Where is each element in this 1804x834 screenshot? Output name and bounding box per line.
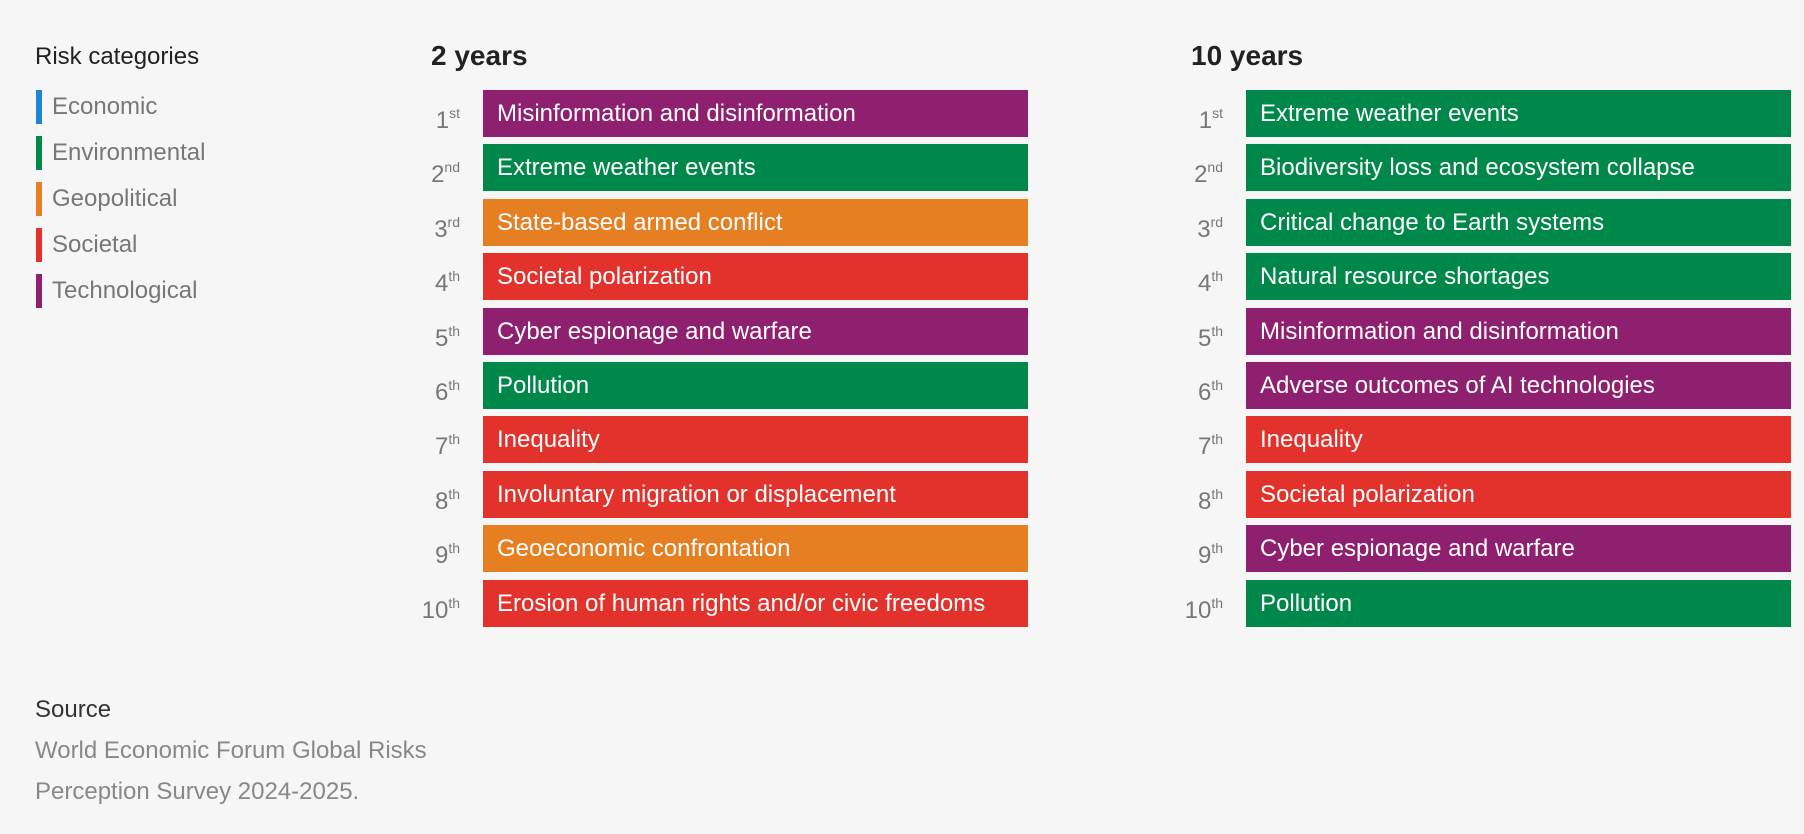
source-text: World Economic Forum Global Risks — [35, 737, 427, 764]
legend-swatch — [36, 90, 42, 124]
rank-number: 3 — [434, 215, 448, 243]
rank-number: 5 — [434, 324, 449, 352]
risk-bar: Adverse outcomes of AI technologies — [1246, 362, 1791, 409]
rank-number: 10 — [1184, 596, 1212, 624]
rank: 5th — [380, 308, 460, 362]
rank-suffix: rd — [1210, 213, 1223, 230]
risk-bar: Critical change to Earth systems — [1246, 198, 1791, 246]
risk-bar: State-based armed conflict — [483, 198, 1028, 246]
rank: 8th — [380, 471, 460, 525]
rank-number: 9 — [434, 542, 449, 570]
panel-title: 2 years — [431, 40, 528, 71]
rank: 8th — [1143, 471, 1223, 525]
rank-suffix: th — [448, 594, 460, 611]
rank-number: 5 — [1197, 324, 1212, 352]
rank: 2nd — [380, 144, 460, 198]
rank-number: 7 — [1197, 433, 1212, 461]
risk-bar: Natural resource shortages — [1246, 253, 1791, 301]
rank-suffix: th — [448, 485, 460, 502]
legend-label: Societal — [52, 231, 138, 258]
rank: 7th — [1143, 416, 1223, 470]
rank-suffix: th — [448, 431, 460, 448]
legend-swatch — [36, 182, 42, 216]
source-title: Source — [35, 696, 112, 723]
rank-suffix: nd — [444, 159, 460, 176]
legend-label: Environmental — [52, 139, 206, 166]
rank-number: 9 — [1197, 542, 1212, 570]
rank-number: 8 — [434, 487, 449, 515]
rank: 6th — [1143, 362, 1223, 416]
rank-number: 3 — [1197, 215, 1211, 243]
legend-swatch — [36, 274, 42, 308]
rank-number: 2 — [431, 161, 445, 189]
rank: 4th — [1143, 253, 1223, 307]
risk-bar: Misinformation and disinformation — [483, 90, 1028, 137]
rank: 10th — [380, 580, 460, 634]
rank: 1st — [380, 90, 460, 144]
risk-bar: Pollution — [1246, 579, 1791, 627]
rank-suffix: st — [1212, 105, 1223, 121]
rank-number: 6 — [1197, 379, 1212, 406]
rank-number: 2 — [1194, 161, 1208, 189]
risk-bar: Pollution — [483, 362, 1028, 409]
rank-number: 1 — [1198, 107, 1213, 134]
risk-bar: Societal polarization — [483, 253, 1028, 301]
rank: 3rd — [380, 199, 460, 253]
risk-bar: Extreme weather events — [1246, 90, 1791, 137]
rank: 9th — [380, 525, 460, 579]
legend-title: Risk categories — [35, 43, 200, 70]
rank-suffix: th — [1211, 540, 1223, 557]
rank-suffix: th — [1211, 594, 1223, 611]
source-text: Perception Survey 2024-2025. — [35, 778, 360, 805]
risk-bar: Societal polarization — [1246, 470, 1791, 518]
rank-number: 1 — [435, 107, 450, 134]
rank-number: 4 — [434, 270, 449, 298]
risk-bar: Involuntary migration or displacement — [483, 470, 1028, 518]
rank-suffix: th — [1211, 485, 1223, 502]
rank-suffix: nd — [1207, 159, 1223, 176]
legend-swatch — [36, 136, 42, 170]
rank: 3rd — [1143, 199, 1223, 253]
risk-bar: Misinformation and disinformation — [1246, 307, 1791, 355]
rank: 9th — [1143, 525, 1223, 579]
rank: 4th — [380, 253, 460, 307]
rank-suffix: th — [448, 322, 460, 339]
panel-title: 10 years — [1191, 40, 1304, 71]
rank-suffix: th — [1211, 431, 1223, 448]
rank: 10th — [1143, 580, 1223, 634]
rank-suffix: rd — [447, 213, 460, 230]
legend-label: Technological — [52, 277, 198, 304]
rank-suffix: th — [1211, 322, 1223, 339]
rank: 6th — [380, 362, 460, 416]
rank-number: 8 — [1197, 487, 1212, 515]
risk-bar: Extreme weather events — [483, 144, 1028, 192]
risk-bar: Inequality — [483, 416, 1028, 464]
risk-bar: Erosion of human rights and/or civic fre… — [483, 579, 1028, 627]
rank-number: 7 — [434, 433, 449, 461]
risk-bar: Cyber espionage and warfare — [483, 307, 1028, 355]
rank-suffix: th — [1211, 377, 1223, 393]
rank-number: 4 — [1197, 270, 1212, 298]
rank-suffix: th — [448, 540, 460, 557]
rank-number: 6 — [434, 379, 449, 406]
legend-label: Geopolitical — [52, 185, 178, 212]
rank-suffix: th — [448, 268, 460, 285]
risk-bar: Cyber espionage and warfare — [1246, 525, 1791, 573]
rank-number: 10 — [421, 596, 449, 624]
legend-label: Economic — [52, 93, 158, 120]
rank-suffix: th — [1211, 268, 1223, 285]
risk-bar: Inequality — [1246, 416, 1791, 464]
rank: 5th — [1143, 308, 1223, 362]
risk-bar: Biodiversity loss and ecosystem collapse — [1246, 144, 1791, 192]
rank-suffix: st — [449, 105, 460, 121]
legend-swatch — [36, 228, 42, 262]
rank: 2nd — [1143, 144, 1223, 198]
rank-suffix: th — [448, 377, 460, 393]
rank: 7th — [380, 416, 460, 470]
risk-bar: Geoeconomic confrontation — [483, 525, 1028, 573]
rank: 1st — [1143, 90, 1223, 144]
